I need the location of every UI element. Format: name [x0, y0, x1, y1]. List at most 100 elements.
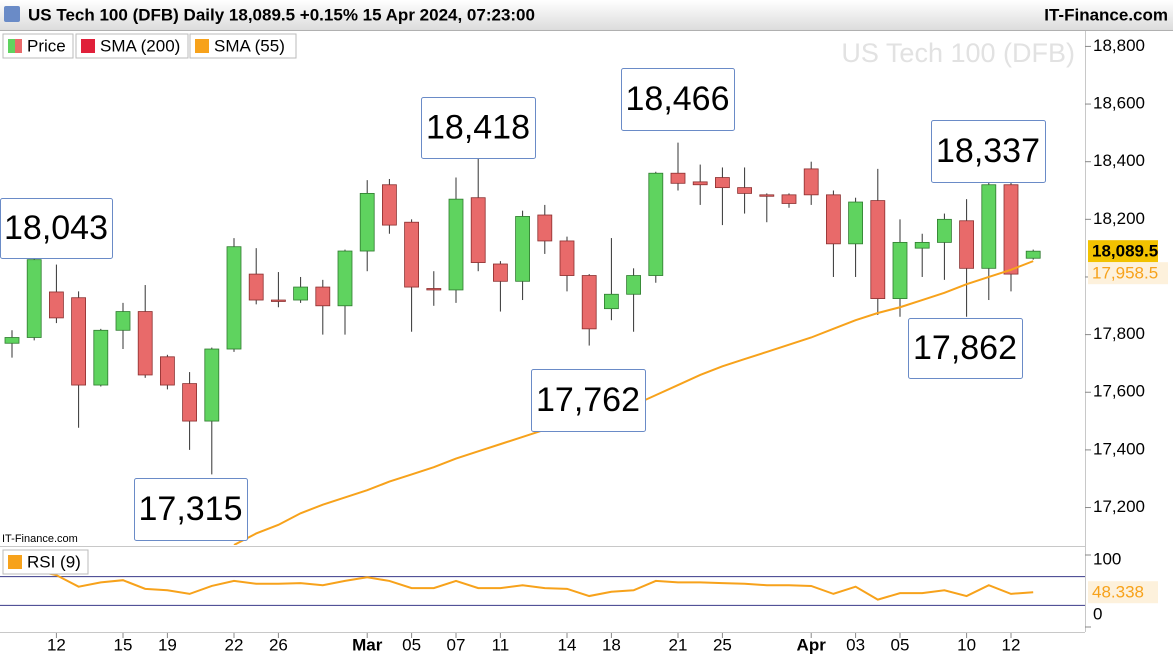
annotation: 18,337: [936, 132, 1040, 170]
candle-body: [1003, 184, 1019, 275]
x-tick-label: 14: [558, 635, 577, 654]
candle-body: [870, 200, 886, 299]
candle-body: [559, 240, 575, 276]
candle-body: [1025, 250, 1041, 259]
candle-body: [293, 286, 309, 301]
x-tick-label: 26: [269, 635, 288, 654]
y-tick-label: 18,800: [1093, 36, 1145, 55]
annotation: 18,418: [426, 108, 530, 146]
annotation-box: [908, 318, 1023, 379]
app-icon: [4, 6, 20, 22]
x-tick-label: Mar: [352, 635, 383, 654]
x-tick-label: 18: [602, 635, 621, 654]
price-tag-label: 18,089.5: [1092, 242, 1158, 261]
candle-body: [315, 286, 331, 307]
candle-body: [248, 273, 264, 301]
legend-swatch: [8, 555, 22, 569]
annotation-box: [134, 478, 248, 541]
x-tick-label: 22: [225, 635, 244, 654]
candle-body: [604, 293, 619, 310]
y-tick-label: 17,200: [1093, 497, 1145, 516]
legend-swatch: [8, 39, 15, 53]
candle-body: [115, 311, 131, 331]
overlay: 17,20017,40017,60017,80018,00018,20018,4…: [0, 33, 1168, 654]
candle-body: [159, 356, 175, 386]
rsi-panel: [0, 569, 1085, 606]
rsi-line: [12, 569, 1034, 601]
candle-body: [670, 172, 686, 184]
candle-body: [492, 263, 508, 282]
y-tick-label: 17,600: [1093, 382, 1145, 401]
annotation-box: [421, 97, 536, 159]
x-tick-label: 05: [402, 635, 421, 654]
annotation: 18,466: [626, 80, 730, 118]
y-tick-label: 17,800: [1093, 324, 1145, 343]
legend-label: RSI (9): [27, 552, 81, 571]
annotation-box: [621, 68, 735, 131]
price-panel: [4, 142, 1041, 545]
legend-label: SMA (55): [214, 36, 285, 55]
candle-body: [470, 197, 486, 263]
candle-body: [204, 348, 220, 422]
legend-swatch: [195, 39, 209, 53]
value-tag: [1088, 581, 1158, 604]
x-tick-label: 05: [891, 635, 910, 654]
candle-body: [359, 192, 375, 252]
candle-body: [49, 291, 64, 319]
annotation-box: [931, 120, 1046, 183]
annotation: 17,862: [913, 329, 1017, 367]
candle-body: [826, 194, 841, 245]
candle-body: [537, 214, 553, 242]
candle-body: [448, 198, 464, 291]
candle-body: [404, 221, 420, 288]
candle-body: [848, 201, 863, 245]
candle-body: [93, 329, 109, 386]
watermark: US Tech 100 (DFB): [841, 38, 1075, 68]
candle-body: [692, 181, 708, 186]
x-tick-label: 15: [114, 635, 133, 654]
x-tick-label: 11: [492, 635, 510, 654]
y-tick-label: 18,200: [1093, 209, 1145, 228]
x-tick-label: Apr: [797, 635, 827, 654]
x-tick-label: 12: [1002, 635, 1021, 654]
y-tick-label: 17,400: [1093, 439, 1145, 458]
candle-body: [914, 241, 930, 249]
annotation-box: [531, 369, 646, 432]
candle-body: [137, 311, 153, 376]
value-tag-label: 48.338: [1092, 583, 1144, 602]
x-tick-label: 21: [669, 635, 688, 654]
legend-label: Price: [27, 36, 66, 55]
candle-body: [381, 184, 397, 226]
candle-body: [270, 299, 286, 302]
x-tick-label: 07: [447, 635, 466, 654]
candle-body: [803, 168, 819, 196]
candle-body: [759, 194, 775, 197]
candle-body: [715, 177, 730, 189]
candle-body: [781, 194, 797, 204]
price-tag: [1088, 240, 1158, 263]
annotation: 17,315: [139, 490, 243, 528]
candle-body: [648, 172, 664, 276]
annotation: 17,762: [536, 381, 640, 419]
candle-body: [581, 275, 597, 330]
x-tick-label: 03: [846, 635, 865, 654]
candle-body: [892, 241, 908, 299]
candle-body: [737, 187, 752, 194]
candle-body: [182, 383, 198, 422]
candle-body: [337, 250, 353, 307]
x-tick-label: 12: [47, 635, 66, 654]
candle-body: [226, 246, 242, 350]
source: IT-Finance.com: [2, 533, 78, 545]
y-tick-label: 0: [1093, 604, 1102, 623]
candle-body: [426, 288, 442, 291]
legend-swatch: [81, 39, 95, 53]
legend-box: [2, 33, 74, 59]
candle-body: [626, 275, 641, 295]
price-tag: [1088, 262, 1168, 285]
legend-label: SMA (200): [100, 36, 180, 55]
annotation-box: [0, 198, 113, 259]
header-bar: [0, 0, 1173, 30]
candle-body: [981, 184, 997, 269]
